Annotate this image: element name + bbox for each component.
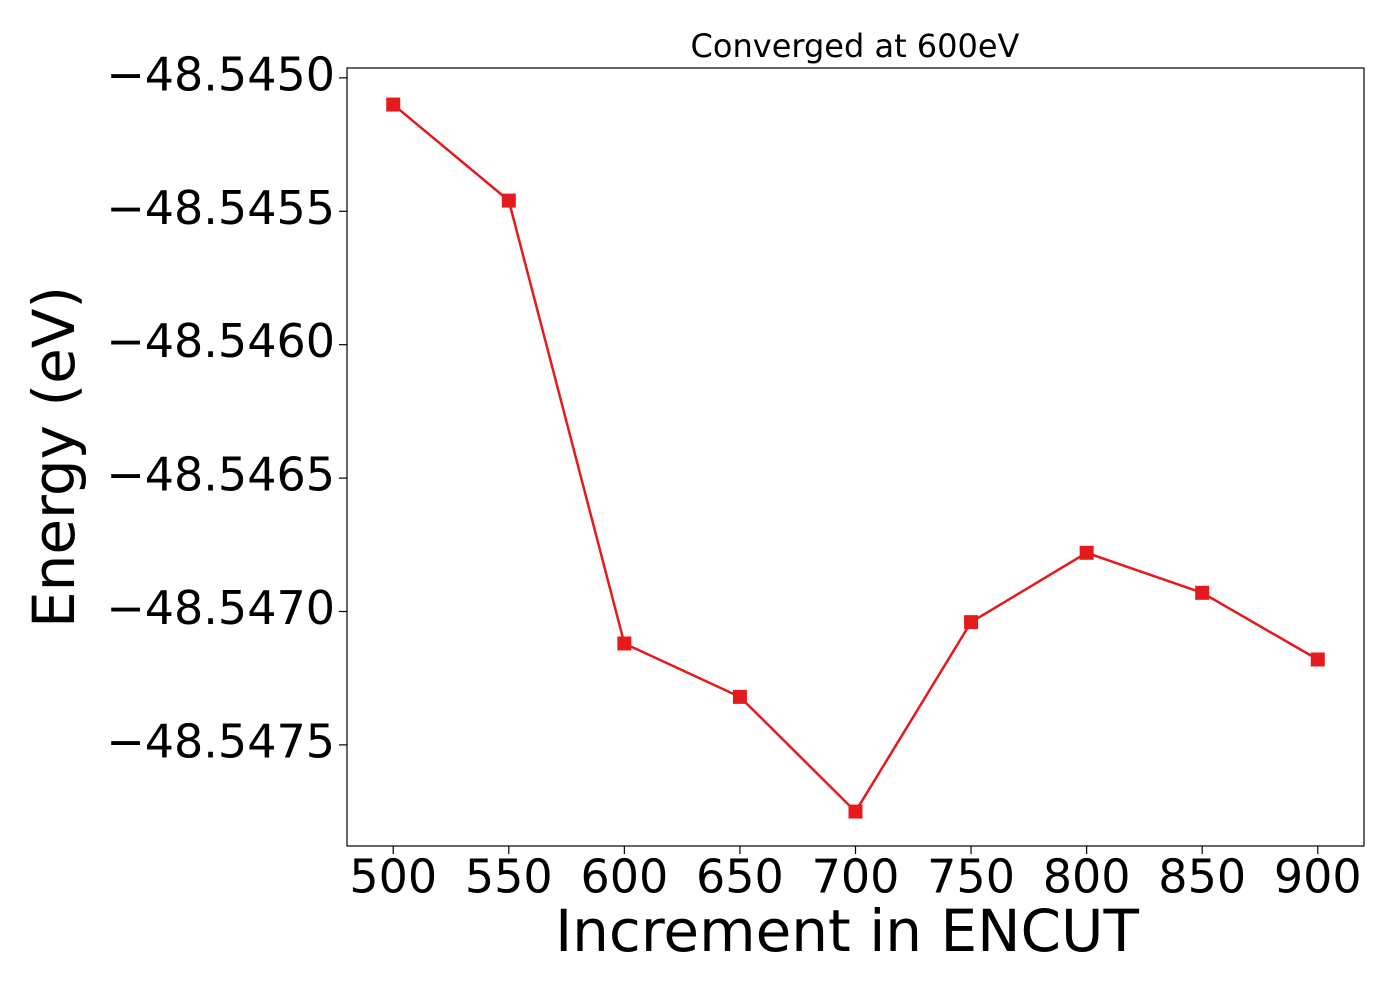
- x-tick-label: 750: [927, 850, 1015, 904]
- data-point: [1195, 585, 1210, 600]
- x-tick-label: 900: [1274, 850, 1362, 904]
- data-point: [1310, 652, 1325, 667]
- y-axis-label: Energy (eV): [20, 286, 88, 628]
- y-tick-label: −48.5470: [106, 581, 335, 635]
- data-point: [964, 615, 979, 630]
- data-point: [732, 689, 747, 704]
- data-point: [848, 804, 863, 819]
- data-point: [386, 97, 401, 112]
- data-point: [1079, 545, 1094, 560]
- y-tick-label: −48.5455: [106, 181, 335, 235]
- x-tick-label: 550: [465, 850, 553, 904]
- data-point: [501, 193, 516, 208]
- plot-frame: [346, 67, 1365, 847]
- y-tick-label: −48.5465: [106, 448, 335, 502]
- x-axis-label: Increment in ENCUT: [555, 897, 1139, 965]
- chart-title: Converged at 600eV: [691, 27, 1020, 65]
- x-tick-label: 500: [349, 850, 437, 904]
- y-tick-label: −48.5475: [106, 714, 335, 768]
- y-tick-label: −48.5460: [106, 314, 335, 368]
- x-tick-label: 600: [580, 850, 668, 904]
- x-tick-label: 850: [1158, 850, 1246, 904]
- x-tick-label: 650: [696, 850, 784, 904]
- x-tick-label: 700: [812, 850, 900, 904]
- data-point: [617, 636, 632, 651]
- x-tick-label: 800: [1043, 850, 1131, 904]
- y-tick-label: −48.5450: [106, 47, 335, 101]
- data-line: [392, 103, 1319, 814]
